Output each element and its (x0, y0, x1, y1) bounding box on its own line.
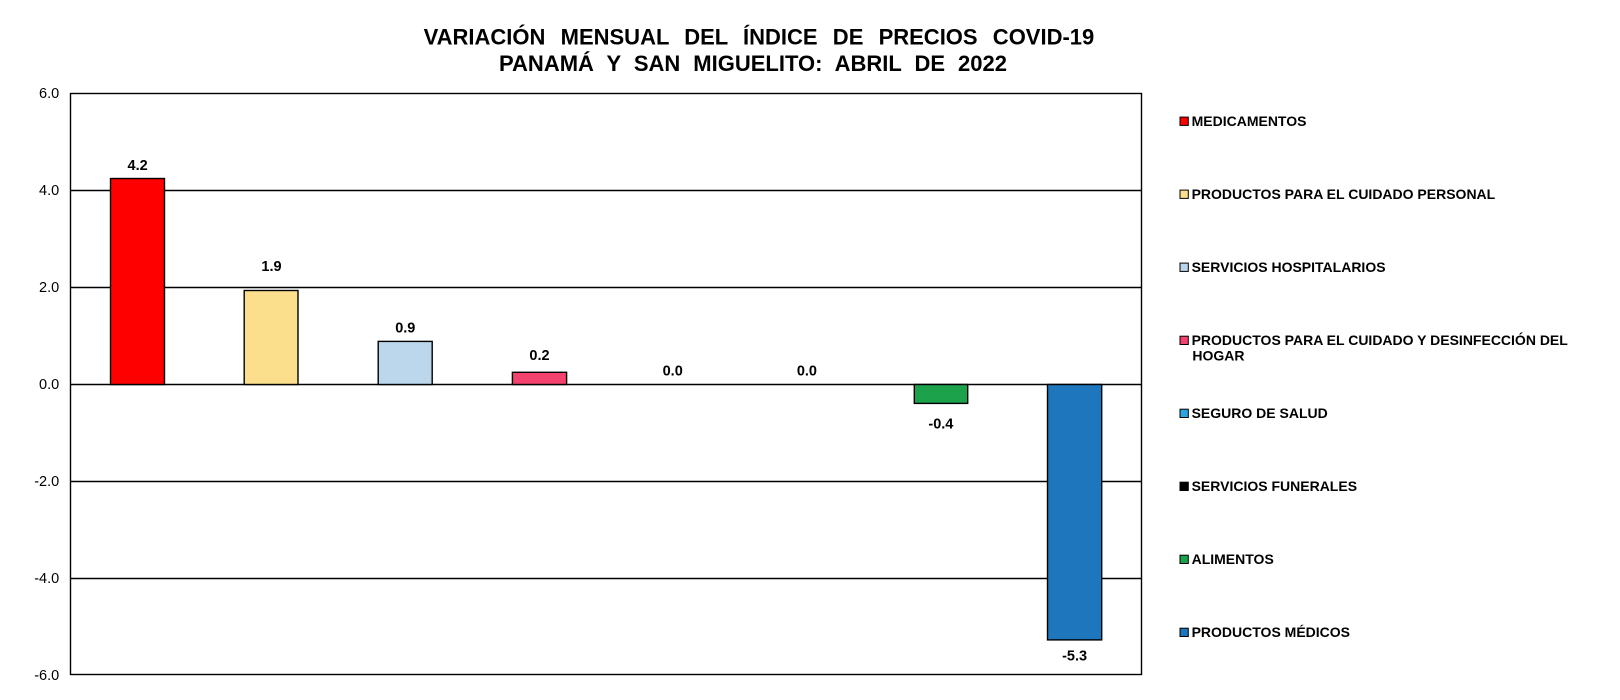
svg-text:4.2: 4.2 (128, 158, 148, 174)
svg-text:MEDICAMENTOS: MEDICAMENTOS (1192, 113, 1307, 129)
svg-text:1.9: 1.9 (261, 259, 281, 275)
svg-text:PANAMÁ Y SAN MIGUELITO: ABRIL: PANAMÁ Y SAN MIGUELITO: ABRIL DE 2022 (499, 51, 1007, 76)
svg-text:-6.0: -6.0 (34, 668, 59, 684)
svg-text:ALIMENTOS: ALIMENTOS (1192, 551, 1274, 567)
svg-text:-5.3: -5.3 (1062, 649, 1087, 665)
svg-text:HOGAR: HOGAR (1192, 348, 1244, 364)
svg-text:PRODUCTOS PARA EL CUIDADO PERS: PRODUCTOS PARA EL CUIDADO PERSONAL (1192, 186, 1496, 202)
svg-text:SERVICIOS FUNERALES: SERVICIOS FUNERALES (1192, 478, 1357, 494)
svg-text:VARIACIÓN MENSUAL DEL ÍNDICE D: VARIACIÓN MENSUAL DEL ÍNDICE DE PRECIOS … (424, 24, 1095, 49)
svg-text:4.0: 4.0 (39, 183, 59, 199)
svg-text:-2.0: -2.0 (34, 474, 59, 490)
svg-text:PRODUCTOS MÉDICOS: PRODUCTOS MÉDICOS (1192, 624, 1350, 640)
svg-text:2.0: 2.0 (39, 280, 59, 296)
svg-text:SERVICIOS HOSPITALARIOS: SERVICIOS HOSPITALARIOS (1192, 259, 1386, 275)
svg-text:-4.0: -4.0 (34, 571, 59, 587)
svg-text:SEGURO DE SALUD: SEGURO DE SALUD (1192, 405, 1328, 421)
svg-text:PRODUCTOS PARA EL CUIDADO Y DE: PRODUCTOS PARA EL CUIDADO Y DESINFECCIÓN… (1192, 331, 1569, 348)
svg-text:0.0: 0.0 (797, 364, 817, 380)
svg-text:0.0: 0.0 (663, 364, 683, 380)
svg-text:0.9: 0.9 (395, 321, 415, 337)
svg-text:6.0: 6.0 (39, 86, 59, 102)
svg-text:0.0: 0.0 (39, 377, 59, 393)
svg-text:0.2: 0.2 (529, 348, 549, 364)
svg-text:-0.4: -0.4 (928, 416, 953, 432)
